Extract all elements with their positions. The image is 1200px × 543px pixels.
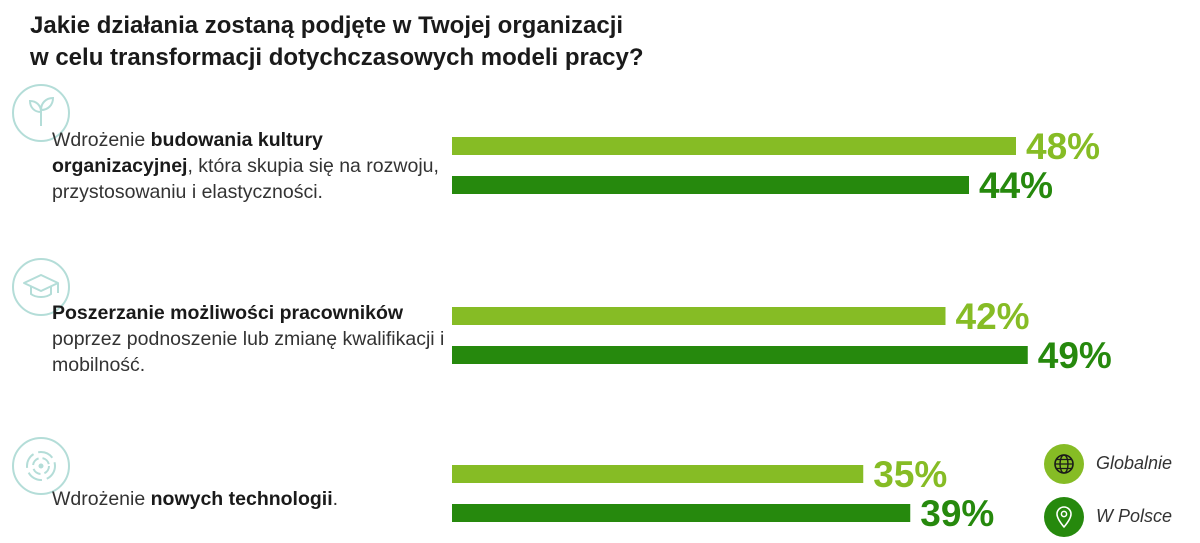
- location-pin-icon: [1056, 506, 1072, 528]
- bar-label-global-1: 42%: [956, 296, 1030, 337]
- category-label-culture: Wdrożenie budowania kultury organizacyjn…: [52, 127, 452, 205]
- globe-icon: [1054, 454, 1074, 474]
- category-label-employees: Poszerzanie możliwości pracowników poprz…: [52, 300, 452, 378]
- category-label-technology-text-2: .: [332, 488, 339, 510]
- chart-title: Jakie działania zostaną podjęte w Twojej…: [30, 10, 790, 74]
- bar-poland-2: [452, 504, 911, 522]
- bar-global-0: [452, 137, 1016, 155]
- bar-label-global-2: 35%: [873, 454, 947, 495]
- category-label-employees-bold: Poszerzanie możliwości pracowników: [52, 302, 404, 324]
- category-label-culture-bold: budowania kultury organizacyjnej: [52, 129, 323, 177]
- category-label-culture-text-2: , która skupia się na rozwoju, przystoso…: [52, 155, 439, 203]
- legend-label-global: Globalnie: [1096, 453, 1173, 473]
- technology-target-icon: [12, 437, 70, 495]
- bar-poland-1: [452, 346, 1028, 364]
- legend-label-poland: W Polsce: [1096, 506, 1173, 526]
- bar-label-poland-1: 49%: [1038, 335, 1112, 376]
- category-label-employees-text: poprzez podnoszenie lub zmianę kwalifika…: [52, 328, 445, 376]
- chart-title-line-1: Jakie działania zostaną podjęte w Twojej…: [30, 12, 624, 39]
- bar-label-global-0: 48%: [1026, 126, 1100, 167]
- chart-title-line-2: w celu transformacji dotychczasowych mod…: [30, 44, 644, 71]
- bar-label-poland-2: 39%: [920, 493, 994, 534]
- category-label-culture-text-1: Wdrożenie: [52, 129, 151, 151]
- bar-label-poland-0: 44%: [979, 165, 1053, 206]
- category-label-technology: Wdrożenie nowych technologii.: [52, 486, 452, 512]
- graduation-cap-icon: [12, 258, 70, 316]
- legend-swatch-poland: [1044, 497, 1084, 537]
- legend-swatch-global: [1044, 444, 1084, 484]
- bar-global-1: [452, 307, 946, 325]
- category-label-technology-text-1: Wdrożenie: [52, 488, 151, 510]
- bar-global-2: [452, 465, 864, 483]
- bar-poland-0: [452, 176, 969, 194]
- sprout-icon: [12, 84, 70, 142]
- category-label-technology-bold: nowych technologii: [150, 488, 333, 510]
